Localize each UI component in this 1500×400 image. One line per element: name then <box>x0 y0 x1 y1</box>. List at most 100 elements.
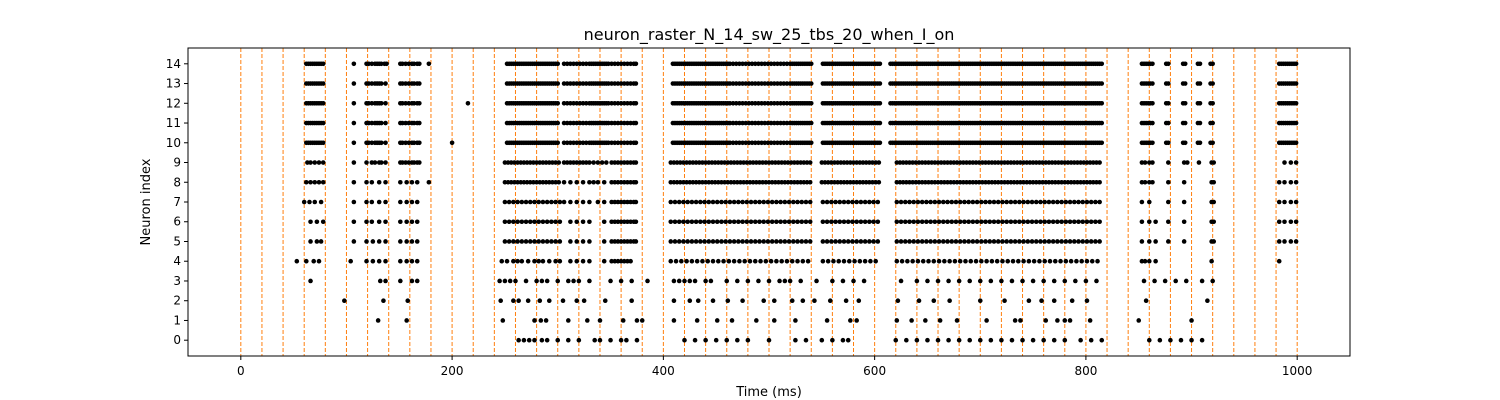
spike-marker <box>942 160 947 165</box>
spike-marker <box>1030 278 1036 284</box>
spike-marker <box>774 199 779 205</box>
spike-marker <box>850 199 855 205</box>
spike-marker <box>910 179 915 185</box>
spike-marker <box>538 318 544 323</box>
spike-marker <box>574 258 580 264</box>
spike-marker <box>1051 278 1057 284</box>
spike-marker <box>681 179 686 185</box>
spike-marker <box>693 219 699 225</box>
spike-marker <box>696 160 702 165</box>
spike-marker <box>1143 298 1149 304</box>
spike-marker <box>1153 219 1158 225</box>
spike-marker <box>1150 81 1155 86</box>
spike-marker <box>1094 278 1099 284</box>
spike-marker <box>988 278 994 284</box>
spike-marker <box>932 160 938 165</box>
spike-marker <box>957 199 963 205</box>
spike-marker <box>671 278 677 284</box>
spike-marker <box>1097 160 1102 165</box>
spike-marker <box>629 298 634 304</box>
spike-marker <box>1150 140 1155 146</box>
spike-marker <box>1002 298 1007 304</box>
spike-marker <box>571 61 576 67</box>
spike-marker <box>351 120 357 126</box>
spike-marker <box>995 219 1001 225</box>
spike-marker <box>782 179 788 185</box>
spike-marker <box>601 199 607 205</box>
spike-marker <box>612 120 618 126</box>
spike-marker <box>615 219 621 225</box>
spike-marker <box>894 160 900 165</box>
spike-marker <box>723 219 728 225</box>
spike-marker <box>723 199 728 205</box>
spike-marker <box>748 219 754 225</box>
spike-marker <box>583 140 589 146</box>
spike-marker <box>523 199 529 205</box>
spike-marker <box>945 160 950 165</box>
spike-marker <box>1017 219 1022 225</box>
spike-marker <box>1050 219 1056 225</box>
spike-marker <box>621 258 627 264</box>
spike-marker <box>602 298 608 304</box>
spike-marker <box>1042 199 1048 205</box>
spike-marker <box>700 258 705 264</box>
spike-marker <box>1182 100 1188 106</box>
spike-marker <box>841 219 847 225</box>
spike-marker <box>907 199 912 205</box>
spike-marker <box>615 199 621 205</box>
spike-marker <box>577 61 583 67</box>
spike-marker <box>561 120 567 126</box>
spike-marker <box>417 140 422 146</box>
spike-marker <box>628 140 633 146</box>
spike-marker <box>513 278 518 284</box>
spike-marker <box>861 278 867 284</box>
spike-marker <box>511 258 516 264</box>
spike-marker <box>803 239 809 244</box>
spike-marker <box>403 160 408 165</box>
spike-marker <box>945 199 950 205</box>
spike-marker <box>999 337 1004 343</box>
spike-marker <box>894 219 900 225</box>
spike-marker <box>609 179 614 185</box>
spike-marker <box>676 239 682 244</box>
spike-marker <box>1020 278 1025 284</box>
spike-marker <box>989 258 995 264</box>
spike-marker <box>776 160 781 165</box>
spike-marker <box>759 100 764 106</box>
spike-marker <box>949 219 955 225</box>
spike-marker <box>634 318 640 323</box>
spike-marker <box>1042 239 1048 244</box>
y-tick-label: 6 <box>173 215 181 229</box>
spike-marker <box>938 160 944 165</box>
spike-marker <box>618 120 624 126</box>
spike-marker <box>376 219 382 225</box>
spike-marker <box>684 179 689 185</box>
spike-marker <box>1021 258 1026 264</box>
spike-marker <box>904 337 909 343</box>
x-tick-label: 600 <box>863 364 886 378</box>
spike-marker <box>1071 160 1077 165</box>
spike-marker <box>618 179 624 185</box>
spike-marker <box>685 239 690 244</box>
spike-marker <box>574 219 580 225</box>
spike-marker <box>915 199 921 205</box>
spike-marker <box>564 81 570 86</box>
spike-marker <box>574 160 580 165</box>
y-tick-label: 1 <box>173 313 181 327</box>
spike-marker <box>625 140 630 146</box>
spike-marker <box>524 179 530 185</box>
spike-marker <box>1087 318 1093 323</box>
spike-marker <box>768 258 774 264</box>
spike-marker <box>782 160 788 165</box>
spike-marker <box>702 199 707 205</box>
spike-marker <box>411 160 417 165</box>
spike-marker <box>1293 140 1299 146</box>
x-tick-label: 400 <box>652 364 675 378</box>
spike-marker <box>550 160 555 165</box>
spike-marker <box>858 199 864 205</box>
y-tick-label: 14 <box>166 57 181 71</box>
spike-marker <box>383 258 388 264</box>
spike-marker <box>931 258 937 264</box>
spike-marker <box>621 160 627 165</box>
spike-marker <box>829 239 834 244</box>
